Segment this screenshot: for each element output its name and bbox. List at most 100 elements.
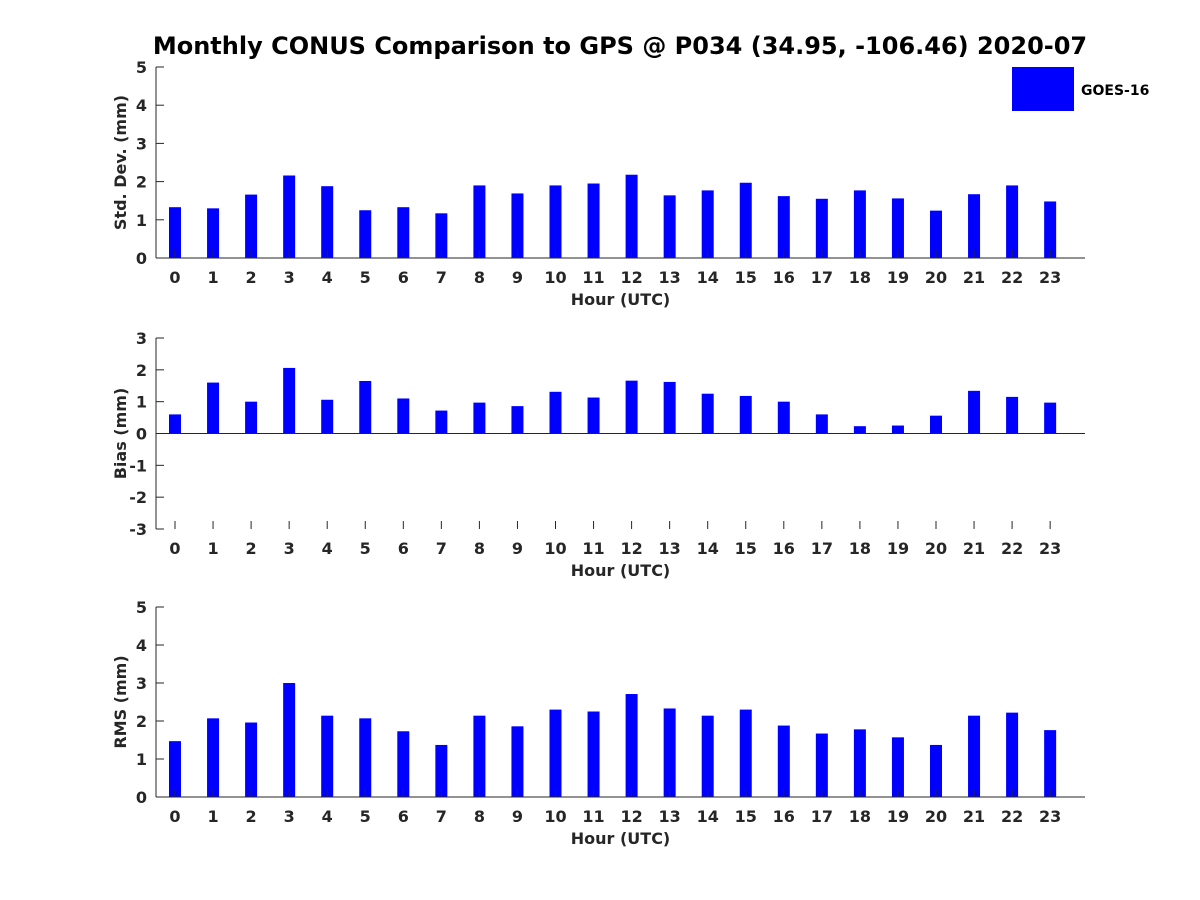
x-tick-label: 15 bbox=[735, 539, 757, 558]
bar-hour-21 bbox=[968, 715, 981, 797]
y-tick-label: 1 bbox=[136, 211, 147, 230]
x-tick-label: 9 bbox=[512, 268, 523, 287]
x-tick-label: 23 bbox=[1039, 268, 1061, 287]
y-tick-label: 3 bbox=[136, 329, 147, 348]
bar-hour-16 bbox=[777, 401, 790, 434]
bar-hour-0 bbox=[169, 207, 181, 258]
y-axis-label: Std. Dev. (mm) bbox=[111, 95, 130, 230]
x-tick-label: 0 bbox=[169, 539, 180, 558]
bar-hour-5 bbox=[359, 718, 372, 797]
x-tick-label: 4 bbox=[322, 268, 333, 287]
bar-hour-2 bbox=[245, 401, 258, 434]
y-tick-label: 3 bbox=[136, 134, 147, 153]
x-tick-label: 7 bbox=[436, 268, 447, 287]
x-axis-label: Hour (UTC) bbox=[571, 561, 671, 580]
x-tick-label: 23 bbox=[1039, 539, 1061, 558]
x-tick-label: 18 bbox=[849, 268, 871, 287]
x-tick-label: 19 bbox=[887, 268, 909, 287]
bar-hour-8 bbox=[473, 715, 486, 797]
y-tick-label: 0 bbox=[136, 788, 147, 807]
x-tick-label: 10 bbox=[544, 807, 566, 826]
bar-hour-21 bbox=[968, 390, 981, 434]
x-tick-label: 4 bbox=[322, 807, 333, 826]
x-tick-label: 1 bbox=[207, 807, 218, 826]
x-tick-label: 19 bbox=[887, 539, 909, 558]
bar-hour-12 bbox=[625, 380, 638, 434]
bar-hour-2 bbox=[245, 722, 258, 797]
x-tick-label: 16 bbox=[773, 807, 795, 826]
x-tick-label: 1 bbox=[207, 268, 218, 287]
bar-hour-2 bbox=[245, 194, 258, 258]
bar-hour-11 bbox=[587, 711, 600, 797]
x-tick-label: 8 bbox=[474, 268, 485, 287]
bar-hour-9 bbox=[511, 193, 524, 258]
bar-hour-19 bbox=[891, 198, 904, 258]
bar-hour-9 bbox=[511, 726, 524, 797]
x-tick-label: 22 bbox=[1001, 539, 1023, 558]
bar-hour-3 bbox=[283, 683, 296, 797]
y-tick-label: -1 bbox=[129, 456, 147, 475]
x-tick-label: 7 bbox=[436, 539, 447, 558]
bar-hour-8 bbox=[473, 402, 486, 434]
bar-hour-20 bbox=[930, 744, 942, 797]
bar-hour-17 bbox=[815, 733, 828, 797]
legend: GOES-16 bbox=[1012, 67, 1149, 111]
x-tick-label: 3 bbox=[284, 539, 295, 558]
bar-hour-7 bbox=[435, 744, 448, 797]
x-tick-label: 15 bbox=[735, 268, 757, 287]
x-tick-label: 12 bbox=[620, 539, 642, 558]
x-tick-label: 17 bbox=[811, 539, 833, 558]
bar-hour-14 bbox=[701, 715, 714, 797]
bar-hour-17 bbox=[815, 198, 828, 258]
x-tick-label: 8 bbox=[474, 539, 485, 558]
x-tick-label: 17 bbox=[811, 807, 833, 826]
x-tick-label: 9 bbox=[512, 807, 523, 826]
x-tick-label: 5 bbox=[360, 268, 371, 287]
x-axis-label: Hour (UTC) bbox=[571, 829, 671, 848]
x-tick-label: 5 bbox=[360, 807, 371, 826]
x-tick-label: 22 bbox=[1001, 807, 1023, 826]
x-tick-label: 21 bbox=[963, 268, 985, 287]
bar-hour-22 bbox=[1006, 185, 1019, 258]
y-tick-label: 0 bbox=[136, 425, 147, 444]
x-tick-label: 20 bbox=[925, 807, 947, 826]
x-axis-label: Hour (UTC) bbox=[571, 290, 671, 309]
bar-hour-6 bbox=[397, 398, 410, 434]
x-tick-label: 11 bbox=[582, 268, 604, 287]
bar-hour-15 bbox=[739, 182, 752, 258]
bar-hour-4 bbox=[321, 186, 334, 258]
bar-hour-15 bbox=[739, 395, 752, 434]
y-tick-label: 5 bbox=[136, 58, 147, 77]
bar-hour-6 bbox=[397, 207, 410, 258]
x-tick-label: 14 bbox=[697, 539, 719, 558]
x-tick-label: 10 bbox=[544, 539, 566, 558]
x-tick-label: 19 bbox=[887, 807, 909, 826]
bar-hour-12 bbox=[625, 174, 638, 258]
x-tick-label: 6 bbox=[398, 807, 409, 826]
legend-label: GOES-16 bbox=[1081, 83, 1149, 99]
x-tick-label: 22 bbox=[1001, 268, 1023, 287]
x-tick-label: 11 bbox=[582, 807, 604, 826]
x-tick-label: 17 bbox=[811, 268, 833, 287]
y-tick-label: -3 bbox=[129, 520, 147, 539]
bar-hour-21 bbox=[968, 194, 981, 258]
x-tick-label: 18 bbox=[849, 539, 871, 558]
x-tick-label: 18 bbox=[849, 807, 871, 826]
x-tick-label: 7 bbox=[436, 807, 447, 826]
x-tick-label: 2 bbox=[246, 807, 257, 826]
bar-hour-10 bbox=[549, 709, 562, 797]
x-tick-label: 2 bbox=[246, 268, 257, 287]
x-tick-label: 20 bbox=[925, 268, 947, 287]
bar-hour-5 bbox=[359, 210, 372, 258]
bar-hour-13 bbox=[663, 381, 676, 434]
bar-hour-22 bbox=[1006, 396, 1019, 434]
y-tick-label: 1 bbox=[136, 393, 147, 412]
bar-hour-1 bbox=[207, 718, 220, 797]
y-tick-label: 3 bbox=[136, 674, 147, 693]
y-tick-label: 5 bbox=[136, 598, 147, 617]
bar-hour-11 bbox=[587, 397, 600, 434]
y-tick-label: 4 bbox=[136, 636, 147, 655]
bar-hour-20 bbox=[930, 415, 942, 434]
bar-hour-22 bbox=[1006, 712, 1019, 797]
